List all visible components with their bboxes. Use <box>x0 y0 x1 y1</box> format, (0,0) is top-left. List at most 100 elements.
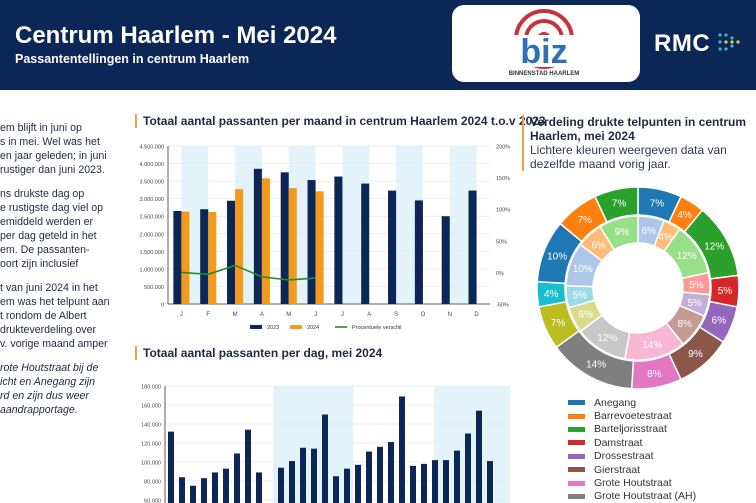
monthly-chart-title: Totaal aantal passanten per maand in cen… <box>135 114 546 128</box>
x-tick-label: A <box>260 312 264 318</box>
summary-text: em blijft in juni op s in mei. Wel was he… <box>0 121 126 427</box>
y2-tick-label: 200% <box>496 145 510 151</box>
bar-2023 <box>253 168 262 304</box>
x-tick-label: M <box>233 312 238 318</box>
day-bar <box>256 472 262 503</box>
y2-tick-label: 150% <box>496 176 510 182</box>
legend-item: Gierstraat <box>568 463 696 476</box>
donut-chart-subtitle: Lichtere kleuren weergeven data van deze… <box>530 143 727 171</box>
text-line: en jaar geleden; in juni <box>0 150 107 162</box>
day-bar <box>234 453 240 503</box>
inner-slice-2023-label: 12% <box>677 251 697 262</box>
daily-chart-title: Totaal aantal passanten per dag, mei 202… <box>135 346 382 360</box>
text-line: aandrapportage. <box>0 404 78 416</box>
legend-item: Damstraat <box>568 436 696 449</box>
x-tick-label: M <box>286 312 291 318</box>
donut-chart-title: Verdeling drukte telpunten in centrum Ha… <box>530 115 747 143</box>
x-tick-label: J <box>341 312 344 318</box>
y2-tick-label: -50% <box>496 303 509 309</box>
text-line: em was het telpunt aan <box>0 296 110 308</box>
legend-swatch <box>568 440 585 446</box>
inner-slice-2023-label: 5% <box>689 280 704 291</box>
bar-2024 <box>208 212 217 304</box>
y-tick-label: 120.000 <box>141 442 161 448</box>
y-tick-label: 2.500.000 <box>140 215 164 221</box>
legend-label: Barteljorisstraat <box>594 423 667 436</box>
text-line: s in mei. Wel was het <box>0 136 100 148</box>
day-bar <box>476 410 482 503</box>
text-line: oort zijn inclusief <box>0 258 79 270</box>
x-tick-label: J <box>180 312 183 318</box>
day-bar <box>201 478 207 503</box>
bar-2023 <box>227 200 236 304</box>
outer-slice-2024-label: 10% <box>547 251 567 262</box>
day-bar <box>355 464 361 503</box>
day-bar <box>487 461 493 503</box>
outer-slice-2024-label: 14% <box>586 360 606 371</box>
bar-2023 <box>173 210 182 304</box>
y2-tick-label: 100% <box>496 208 510 214</box>
inner-slice-2023-label: 9% <box>615 227 630 238</box>
donut-title-block: Verdeling drukte telpunten in centrum Ha… <box>522 115 756 171</box>
inner-slice-2023-label: 4% <box>658 232 673 243</box>
bar-2023 <box>441 216 450 304</box>
bar-2023 <box>334 176 343 304</box>
text-line: rustiger dan juni 2023. <box>0 164 105 176</box>
day-bar <box>311 448 317 503</box>
y-tick-label: 3.000.000 <box>140 197 164 203</box>
outer-slice-2024-label: 7% <box>612 199 627 210</box>
bar-2024 <box>181 211 190 304</box>
text-line: rote Houtstraat bij de <box>0 362 99 374</box>
outer-slice-2024-label: 12% <box>704 242 724 253</box>
outer-slice-2024-label: 7% <box>551 318 566 329</box>
daily-chart: 60.000 80.000 100.000 120.000 140.000 160.000… <box>141 385 510 503</box>
outer-slice-2024-label: 7% <box>650 199 665 210</box>
bar-2023 <box>280 172 289 304</box>
bar-2023 <box>388 190 397 304</box>
outer-slice-2024 <box>593 186 639 223</box>
bar-2023 <box>361 183 370 304</box>
donut-legend: Anegang Barrevoetestraat Barteljorisstraat… <box>568 396 696 503</box>
text-line: drukteverdeling over <box>0 324 96 336</box>
y-tick-label: 4.500.000 <box>140 145 164 151</box>
legend-swatch <box>568 480 585 486</box>
legend-item: Barteljorisstraat <box>568 423 696 436</box>
day-bar <box>333 476 339 503</box>
y-tick-label: 3.500.000 <box>140 180 164 186</box>
y-tick-label: 1.000.000 <box>140 267 164 273</box>
donut-chart: 7%4%12%5%6%9%8%14%7%4%10%7%7%6%4%12%5%5%… <box>536 186 740 390</box>
legend-item: Anegang <box>568 396 696 409</box>
paragraph-3: t van juni 2024 in het em was het telpunt… <box>0 281 126 351</box>
legend-label: Damstraat <box>594 436 643 449</box>
legend-label: Barrevoetestraat <box>594 410 672 423</box>
inner-slice-2023-label: 5% <box>573 291 588 302</box>
y-tick-label: 80.000 <box>144 480 161 486</box>
inner-slice-2023-label: 14% <box>642 340 662 351</box>
legend-swatch <box>568 426 585 432</box>
inner-slice-2023-label: 12% <box>597 333 617 344</box>
day-bar <box>212 472 218 503</box>
day-bar <box>168 431 174 503</box>
x-tick-label: N <box>448 312 452 318</box>
text-line: rd en zijn dus weer <box>0 390 89 402</box>
bar-2024 <box>235 189 244 304</box>
text-line: t van juni 2024 in het <box>0 282 98 294</box>
outer-slice-2024-label: 6% <box>712 316 727 327</box>
paragraph-1: em blijft in juni op s in mei. Wel was he… <box>0 121 126 177</box>
text-line: icht en Anegang zijn <box>0 376 96 388</box>
y-tick-label: 140.000 <box>141 423 161 429</box>
legend-label: Grote Houtstraat (AH) <box>594 490 697 503</box>
day-bar <box>443 460 449 503</box>
day-bar <box>245 429 251 503</box>
svg-text:biz: biz <box>520 33 567 71</box>
day-bar <box>465 433 471 503</box>
day-bar <box>179 477 185 503</box>
day-bar <box>388 442 394 503</box>
legend-swatch <box>568 413 585 419</box>
y-tick-label: 500.000 <box>144 285 164 291</box>
day-bar <box>344 468 350 503</box>
day-bar <box>421 463 427 503</box>
outer-slice-2024-label: 5% <box>718 286 733 297</box>
legend-label: 2024 <box>307 325 319 331</box>
inner-slice-2023-label: 10% <box>573 264 593 275</box>
